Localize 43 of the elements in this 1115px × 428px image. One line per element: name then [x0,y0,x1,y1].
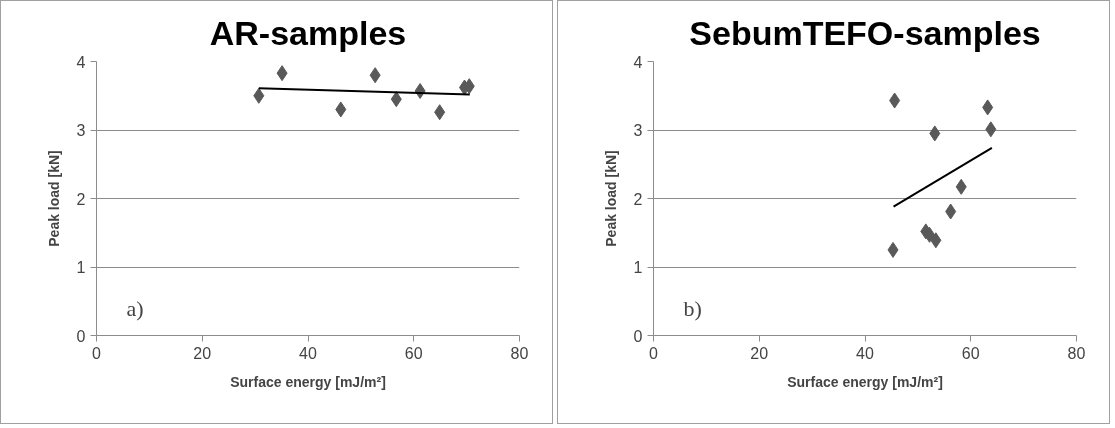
x-tick-label: 40 [299,344,317,362]
y-tick-label: 2 [633,190,643,208]
point [985,121,997,138]
x-tick-label: 20 [750,344,769,362]
point [434,104,446,121]
annotation: a) [126,295,144,321]
point [889,92,901,109]
y-tick-label: 1 [633,259,643,276]
x-axis-title: Surface energy [mJ/m²] [787,373,943,390]
annotation: b) [683,295,702,321]
y-tick-label: 2 [76,190,86,208]
y-tick-label: 3 [76,122,86,139]
point [253,87,265,104]
point [929,125,941,142]
x-tick-label: 40 [856,344,874,362]
x-tick-label: 80 [510,344,529,362]
y-axis-title: Peak load [kN] [602,150,619,247]
point [369,67,381,84]
y-axis-title: Peak load [kN] [45,150,62,247]
y-tick-label: 3 [633,122,643,139]
point [335,101,347,118]
point [276,65,288,82]
y-tick-label: 1 [76,259,86,276]
x-tick-label: 0 [92,344,102,362]
y-tick-label: 4 [76,53,86,71]
x-tick-label: 0 [649,344,659,362]
y-tick-label: 4 [633,53,643,71]
point [924,226,936,243]
chart-title: SebumTEFO-samples [689,13,1041,52]
x-tick-label: 80 [1067,344,1086,362]
point [930,232,942,249]
x-tick-label: 60 [404,344,423,362]
point [955,178,967,195]
point [390,91,402,108]
x-axis-title: Surface energy [mJ/m²] [230,373,386,390]
y-tick-label: 0 [633,327,643,345]
point [887,241,899,258]
x-tick-label: 60 [961,344,980,362]
point [945,203,957,220]
chart-title: AR-samples [209,13,407,52]
point [982,99,994,116]
x-tick-label: 20 [193,344,212,362]
y-tick-label: 0 [76,327,86,345]
